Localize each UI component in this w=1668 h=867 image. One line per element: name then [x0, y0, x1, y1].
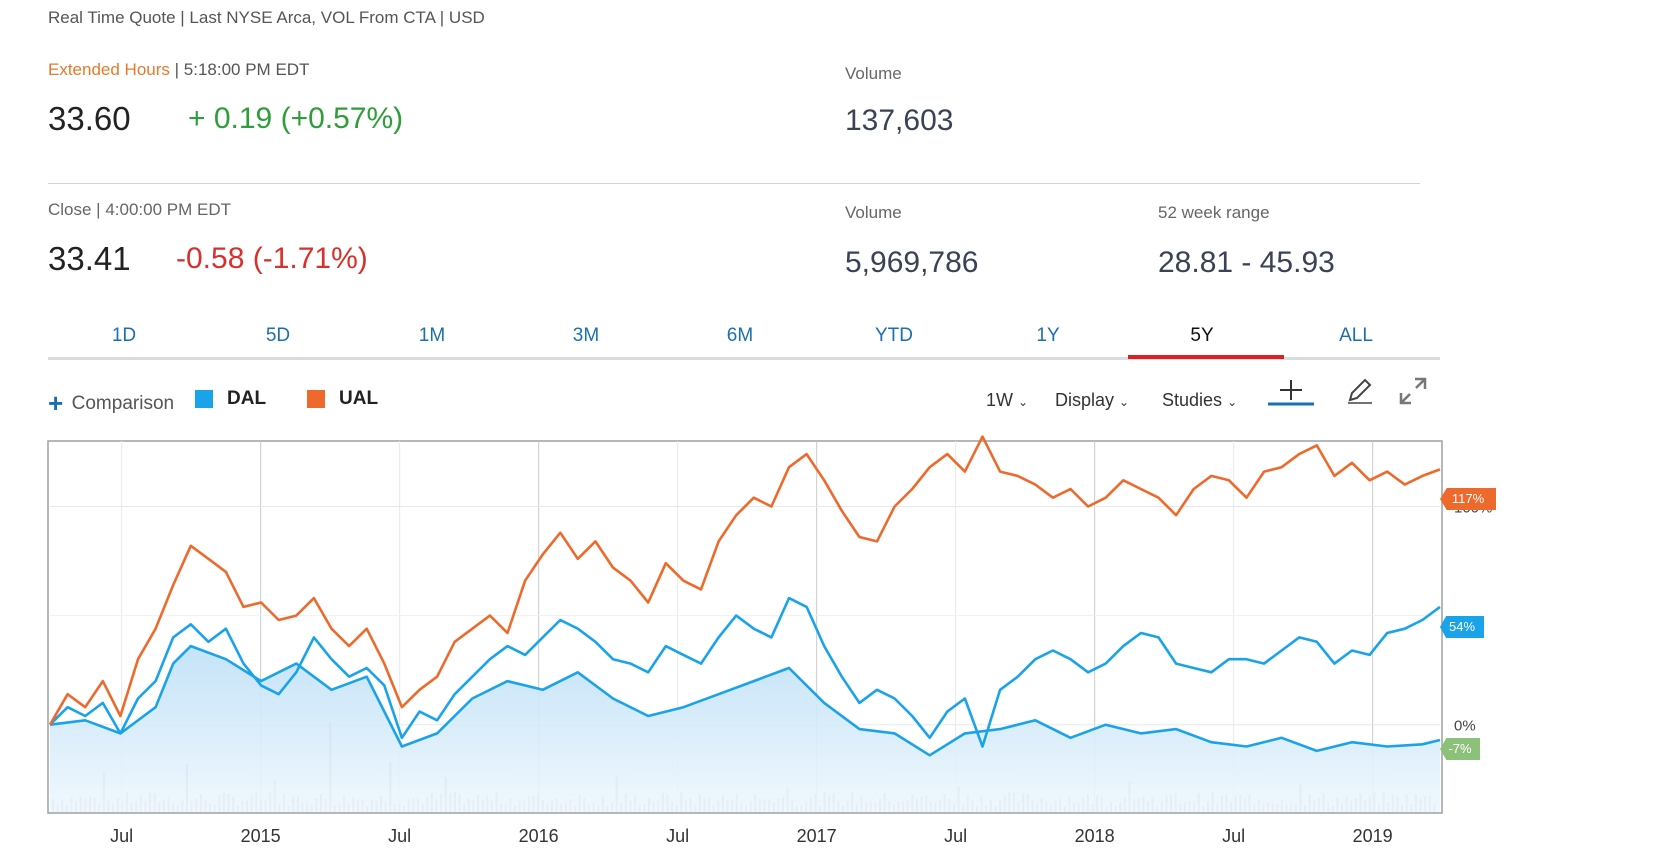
- display-dropdown[interactable]: Display ⌄: [1055, 390, 1129, 411]
- comparison-label: Comparison: [71, 392, 175, 414]
- tab-all[interactable]: ALL: [1339, 325, 1373, 346]
- x-tick-label: Jul: [388, 826, 411, 846]
- close-price: 33.41: [48, 240, 131, 277]
- comparison-button[interactable]: + Comparison: [48, 388, 174, 419]
- extended-hours-time: | 5:18:00 PM EDT: [174, 60, 310, 79]
- divider: [48, 183, 1420, 184]
- crosshair-button[interactable]: [1268, 378, 1314, 408]
- close-volume-label: Volume: [845, 203, 902, 222]
- extended-price: 33.60: [48, 100, 131, 137]
- base-area: [50, 646, 1440, 812]
- ual-swatch: [307, 390, 325, 408]
- chevron-down-icon: ⌄: [1227, 395, 1238, 409]
- dal-last-value-tag: 54%: [1440, 616, 1484, 638]
- tab-ytd[interactable]: YTD: [875, 325, 913, 346]
- source-line: Real Time Quote | Last NYSE Arca, VOL Fr…: [48, 8, 485, 27]
- close-change: -0.58 (-1.71%): [176, 242, 368, 275]
- range-value: 28.81 - 45.93: [1158, 246, 1335, 279]
- chevron-down-icon: ⌄: [1018, 395, 1029, 409]
- tabs-underline: [48, 357, 1440, 360]
- ual-series-line: [48, 435, 1441, 726]
- crosshair-icon: [1268, 380, 1314, 406]
- tab-3m[interactable]: 3M: [572, 325, 600, 346]
- tab-5d[interactable]: 5D: [265, 325, 291, 346]
- x-tick-label: Jul: [110, 826, 133, 846]
- range-label: 52 week range: [1158, 203, 1270, 222]
- draw-button[interactable]: [1344, 376, 1374, 406]
- dal-series-line: [49, 596, 1441, 748]
- studies-dropdown[interactable]: Studies ⌄: [1162, 390, 1237, 411]
- ual-legend-label[interactable]: UAL: [339, 388, 379, 409]
- display-label: Display: [1055, 390, 1115, 410]
- expand-icon: [1399, 377, 1427, 405]
- interval-value: 1W: [986, 390, 1013, 410]
- close-label: Close | 4:00:00 PM EDT: [48, 200, 231, 219]
- y-tick-label: 0%: [1454, 718, 1476, 735]
- plus-icon: +: [48, 388, 64, 418]
- x-tick-label: Jul: [944, 826, 967, 846]
- extended-hours-row: Extended Hours | 5:18:00 PM EDT: [48, 60, 309, 80]
- pencil-icon: [1348, 378, 1372, 404]
- extended-volume-label: Volume: [845, 64, 902, 83]
- extended-volume-value: 137,603: [845, 104, 954, 137]
- interval-dropdown[interactable]: 1W ⌄: [986, 390, 1028, 411]
- expand-button[interactable]: [1398, 376, 1428, 406]
- ual-last-value-tag: 117%: [1440, 488, 1496, 510]
- active-tab-indicator: [1128, 355, 1284, 359]
- dal-legend-label[interactable]: DAL: [227, 388, 267, 409]
- tab-1d[interactable]: 1D: [111, 325, 137, 346]
- x-tick-label: 2019: [1353, 826, 1393, 846]
- dal-swatch: [195, 390, 213, 408]
- x-tick-label: Jul: [666, 826, 689, 846]
- chevron-down-icon: ⌄: [1119, 395, 1130, 409]
- close-volume-value: 5,969,786: [845, 246, 979, 279]
- extended-hours-label: Extended Hours: [48, 60, 170, 79]
- x-tick-label: 2015: [241, 826, 281, 846]
- extended-change: + 0.19 (+0.57%): [188, 102, 404, 135]
- studies-label: Studies: [1162, 390, 1223, 410]
- x-tick-label: 2016: [519, 826, 559, 846]
- tab-1m[interactable]: 1M: [418, 325, 446, 346]
- x-tick-label: Jul: [1222, 826, 1245, 846]
- tab-5y[interactable]: 5Y: [1190, 325, 1214, 346]
- tab-6m[interactable]: 6M: [726, 325, 754, 346]
- x-tick-label: 2018: [1075, 826, 1115, 846]
- base-last-value-tag: -7%: [1440, 738, 1480, 760]
- x-tick-label: 2017: [797, 826, 837, 846]
- tab-1y[interactable]: 1Y: [1036, 325, 1060, 346]
